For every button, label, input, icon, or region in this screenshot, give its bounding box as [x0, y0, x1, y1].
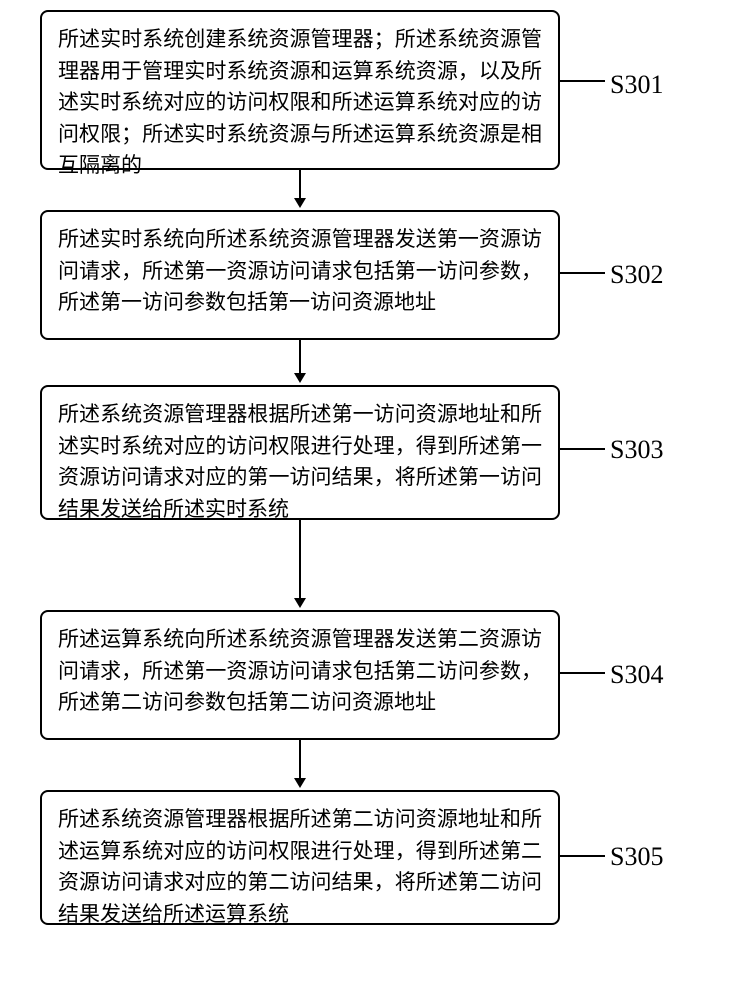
connector-s301 — [560, 80, 605, 82]
step-text-s302: 所述实时系统向所述系统资源管理器发送第一资源访问请求，所述第一资源访问请求包括第… — [58, 227, 542, 314]
step-text-s304: 所述运算系统向所述系统资源管理器发送第二资源访问请求，所述第一资源访问请求包括第… — [58, 627, 542, 714]
step-box-s301: 所述实时系统创建系统资源管理器；所述系统资源管理器用于管理实时系统资源和运算系统… — [40, 10, 560, 170]
arrow-head-2 — [294, 373, 306, 383]
arrow-head-4 — [294, 778, 306, 788]
step-box-s302: 所述实时系统向所述系统资源管理器发送第一资源访问请求，所述第一资源访问请求包括第… — [40, 210, 560, 340]
arrow-head-3 — [294, 598, 306, 608]
connector-s303 — [560, 448, 605, 450]
step-text-s301: 所述实时系统创建系统资源管理器；所述系统资源管理器用于管理实时系统资源和运算系统… — [58, 27, 542, 177]
arrow-head-1 — [294, 198, 306, 208]
step-label-s301: S301 — [610, 70, 663, 100]
arrow-2 — [299, 340, 301, 375]
step-box-s304: 所述运算系统向所述系统资源管理器发送第二资源访问请求，所述第一资源访问请求包括第… — [40, 610, 560, 740]
step-text-s305: 所述系统资源管理器根据所述第二访问资源地址和所述运算系统对应的访问权限进行处理，… — [58, 807, 542, 926]
step-text-s303: 所述系统资源管理器根据所述第一访问资源地址和所述实时系统对应的访问权限进行处理，… — [58, 402, 542, 521]
arrow-3 — [299, 520, 301, 600]
step-box-s303: 所述系统资源管理器根据所述第一访问资源地址和所述实时系统对应的访问权限进行处理，… — [40, 385, 560, 520]
step-label-s302: S302 — [610, 260, 663, 290]
step-label-s304: S304 — [610, 660, 663, 690]
connector-s305 — [560, 855, 605, 857]
arrow-1 — [299, 170, 301, 200]
connector-s302 — [560, 272, 605, 274]
step-box-s305: 所述系统资源管理器根据所述第二访问资源地址和所述运算系统对应的访问权限进行处理，… — [40, 790, 560, 925]
step-label-s303: S303 — [610, 435, 663, 465]
flowchart-container: 所述实时系统创建系统资源管理器；所述系统资源管理器用于管理实时系统资源和运算系统… — [0, 0, 729, 1000]
arrow-4 — [299, 740, 301, 780]
step-label-s305: S305 — [610, 842, 663, 872]
connector-s304 — [560, 672, 605, 674]
